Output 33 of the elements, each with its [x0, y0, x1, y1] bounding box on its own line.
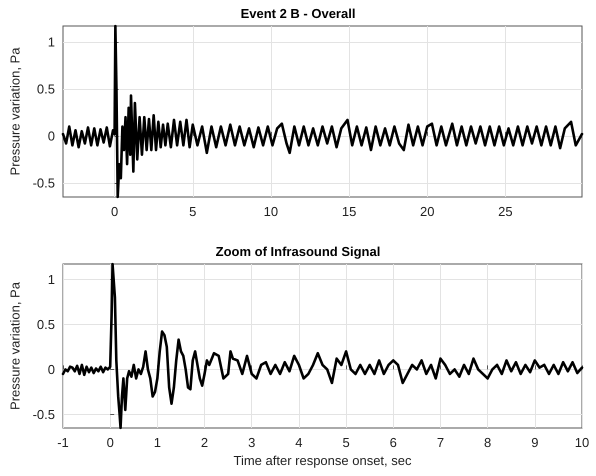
x-tick-label: 0: [106, 435, 114, 450]
x-axis-title: Time after response onset, sec: [234, 452, 412, 468]
x-tick-label: 9: [531, 435, 538, 450]
y-axis-title: Pressure variation, Pa: [8, 46, 23, 176]
x-tick-label: 3: [248, 435, 256, 450]
line-series: [62, 24, 584, 198]
y-tick-label: 0.5: [36, 81, 55, 96]
x-tick-label: 5: [342, 435, 350, 450]
chart-title: Event 2 B - Overall: [240, 6, 356, 21]
chart-title: Zoom of Infrasound Signal: [216, 244, 380, 259]
y-tick-label: -0.5: [32, 406, 55, 422]
x-tick-label: 10: [264, 204, 278, 219]
y-tick-label: 0: [48, 128, 55, 144]
x-tick-label: 10: [574, 435, 590, 450]
x-tick-label: 4: [295, 435, 303, 450]
x-tick-label: -1: [57, 435, 69, 450]
x-tick-label: 1: [154, 435, 161, 450]
y-tick-label: 1: [48, 272, 55, 287]
x-tick-label: 20: [420, 204, 434, 219]
line-series: [62, 262, 584, 430]
y-tick-label: 1: [48, 34, 55, 50]
y-tick-label: -0.5: [32, 175, 55, 190]
x-tick-label: 25: [498, 204, 513, 219]
x-tick-label: 6: [390, 435, 397, 450]
x-tick-label: 2: [200, 435, 208, 450]
x-tick-label: 15: [342, 204, 356, 219]
x-tick-label: 0: [110, 204, 118, 219]
y-axis-title: Pressure variation, Pa: [8, 281, 23, 410]
x-tick-label: 8: [484, 435, 492, 450]
y-tick-label: 0.5: [36, 316, 55, 332]
x-tick-label: 5: [189, 204, 196, 219]
y-tick-label: 0: [48, 362, 55, 377]
x-tick-label: 7: [436, 435, 444, 450]
